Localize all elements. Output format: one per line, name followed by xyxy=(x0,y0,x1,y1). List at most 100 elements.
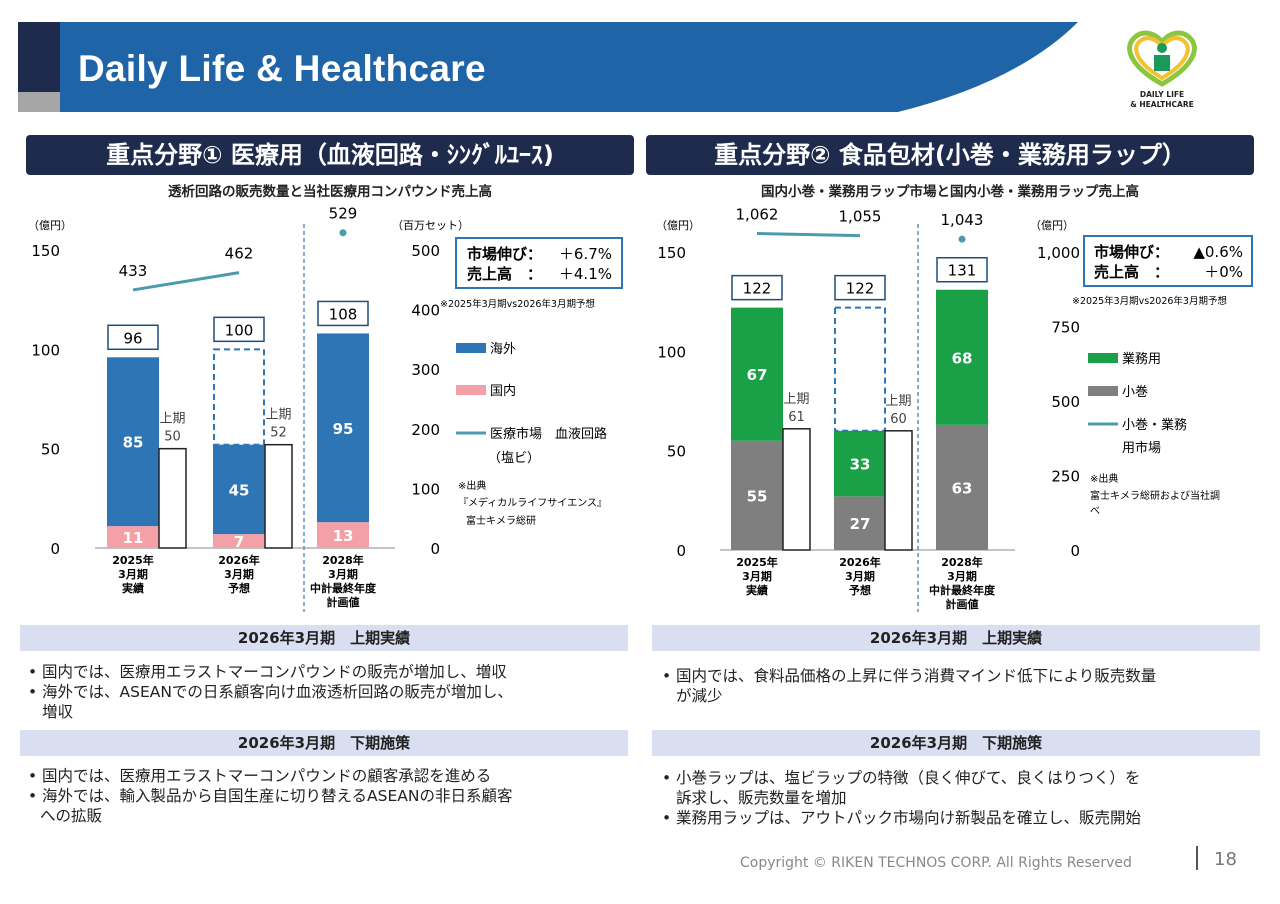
data-label: 45 xyxy=(229,481,250,499)
x-tick-label: 2026年 xyxy=(839,555,881,569)
bullet-continuation: 増収 xyxy=(42,703,74,721)
bullet-item: • 業務用ラップは、アウトパック市場向け新製品を確立し、販売開始 xyxy=(662,809,1142,827)
total-box xyxy=(731,274,783,301)
page-title: Daily Life & Healthcare xyxy=(78,48,486,89)
first-half-label: 上期 xyxy=(783,392,809,407)
total-label: 108 xyxy=(329,305,358,323)
y-right-tick: 500 xyxy=(1051,393,1080,411)
y-left-tick: 150 xyxy=(31,242,60,260)
legend-swatch-overseas xyxy=(456,343,486,353)
page-number: 18 xyxy=(1214,849,1237,870)
x-tick-label: 2028年 xyxy=(322,553,364,567)
y-left-tick: 100 xyxy=(31,341,60,359)
first-half-label: 上期 xyxy=(885,394,911,409)
source-line-2: 『メディカルライフサイエンス』 xyxy=(458,496,607,509)
growth-sales-value: ＋0% xyxy=(1204,263,1243,281)
bullet-item: • 小巻ラップは、塩ビラップの特徴（良く伸びて、良くはりつく）を xyxy=(662,769,1141,787)
x-tick-label: 3月期 xyxy=(328,567,358,581)
x-tick-label: 2025年 xyxy=(112,553,154,567)
x-tick-label: 実績 xyxy=(746,583,768,597)
y-left-tick: 0 xyxy=(50,540,60,558)
legend-swatch-commercial xyxy=(1088,353,1118,363)
legend-market-2: （塩ビ） xyxy=(488,451,540,466)
data-label: 63 xyxy=(952,479,973,497)
y-left-tick: 50 xyxy=(667,443,686,461)
first-half-label: 上期 xyxy=(265,408,291,423)
total-box xyxy=(107,324,159,351)
bar-業務用 xyxy=(936,289,988,425)
data-label: 13 xyxy=(333,527,354,545)
x-tick-label: 2026年 xyxy=(218,553,260,567)
left-section-title: 重点分野① 医療用（血液回路・ｼﾝｸﾞﾙﾕｰｽ) xyxy=(26,135,634,175)
total-box xyxy=(834,274,886,301)
y-right-tick: 1,000 xyxy=(1037,244,1080,262)
y-left-axis-label: （億円） xyxy=(28,219,72,232)
header-band xyxy=(18,22,1078,112)
right-chart-subtitle: 国内小巻・業務用ラップ市場と国内小巻・業務用ラップ売上高 xyxy=(761,184,1139,200)
right-h1-band: 2026年3月期 上期実績 xyxy=(652,625,1260,651)
bullet-item: • 国内では、医療用エラストマーコンパウンドの顧客承認を進める xyxy=(28,767,492,785)
growth-market-label: 市場伸び： xyxy=(1094,243,1169,261)
y-right-tick: 0 xyxy=(430,540,440,558)
logo-text-line2: & HEALTHCARE xyxy=(1130,100,1194,109)
data-label: 55 xyxy=(747,487,768,505)
market-line xyxy=(132,271,240,292)
right-section-title: 重点分野② 食品包材(小巻・業務用ラップ） xyxy=(646,135,1254,175)
left-h2-band: 2026年3月期 下期施策 xyxy=(20,730,628,756)
market-value-label: 1,055 xyxy=(839,208,882,226)
right-h2-bullets: • 小巻ラップは、塩ビラップの特徴（良く伸びて、良くはりつく）を 訴求し、販売数量… xyxy=(660,768,1256,828)
market-value-label: 1,043 xyxy=(941,211,984,229)
y-right-tick: 750 xyxy=(1051,319,1080,337)
y-left-tick: 50 xyxy=(41,441,60,459)
bullet-continuation: 訴求し、販売数量を増加 xyxy=(676,789,847,807)
growth-market-value: ＋6.7% xyxy=(559,245,612,263)
bar-小巻 xyxy=(834,496,886,550)
first-half-value: 61 xyxy=(788,410,805,425)
bar-国内 xyxy=(107,526,159,548)
x-tick-label: 3月期 xyxy=(947,569,977,583)
source-line-1: ※出典 xyxy=(458,479,486,492)
heart-logo-icon xyxy=(1127,30,1197,87)
y-right-tick: 300 xyxy=(411,361,440,379)
data-label: 7 xyxy=(234,533,244,551)
y-left-axis-label: （億円） xyxy=(656,219,700,232)
bar-業務用 xyxy=(834,430,886,497)
market-point xyxy=(958,235,966,243)
total-box xyxy=(317,300,369,327)
growth-market-label: 市場伸び： xyxy=(467,245,542,263)
right-h2-band: 2026年3月期 下期施策 xyxy=(652,730,1260,756)
first-half-value: 60 xyxy=(890,412,907,427)
source-line-2: 富士キメラ総研および当社調 xyxy=(1090,489,1220,502)
data-label: 85 xyxy=(123,434,144,452)
y-right-tick: 500 xyxy=(411,242,440,260)
forecast-full-year-outline xyxy=(213,348,265,446)
bullet-item: • 国内では、医療用エラストマーコンパウンドの販売が増加し、増収 xyxy=(28,663,507,681)
market-value-label: 1,062 xyxy=(736,206,779,224)
legend-overseas: 海外 xyxy=(490,342,516,357)
y-right-axis-label: （億円） xyxy=(1030,219,1074,232)
growth-sales-value: ＋4.1% xyxy=(559,265,612,283)
market-point xyxy=(339,229,347,237)
total-label: 131 xyxy=(948,262,977,280)
market-value-label: 462 xyxy=(225,245,254,263)
bar-海外 xyxy=(213,444,265,535)
legend-swatch-domestic xyxy=(456,385,486,395)
growth-market-value: ▲0.6% xyxy=(1193,243,1243,261)
total-label: 96 xyxy=(123,329,142,347)
logo-text-line1: DAILY LIFE xyxy=(1139,90,1185,99)
source-line-1: ※出典 xyxy=(1090,472,1118,485)
first-half-value: 52 xyxy=(270,426,287,441)
copyright: Copyright © RIKEN TECHNOS CORP. All Righ… xyxy=(740,855,1132,871)
y-right-axis-label: （百万セット） xyxy=(392,219,469,232)
bullet-continuation: が減少 xyxy=(676,687,723,705)
daily-life-healthcare-logo: DAILY LIFE & HEALTHCARE xyxy=(1120,26,1204,114)
x-tick-label: 3月期 xyxy=(845,569,875,583)
left-h1-bullets: • 国内では、医療用エラストマーコンパウンドの販売が増加し、増収 • 海外では、AS… xyxy=(26,662,626,722)
bar-小巻 xyxy=(731,440,783,550)
y-right-tick: 250 xyxy=(1051,468,1080,486)
legend-swatch-small xyxy=(1088,386,1118,396)
total-label: 122 xyxy=(846,280,875,298)
left-h1-band: 2026年3月期 上期実績 xyxy=(20,625,628,651)
data-label: 27 xyxy=(850,515,871,533)
data-label: 68 xyxy=(952,349,973,367)
